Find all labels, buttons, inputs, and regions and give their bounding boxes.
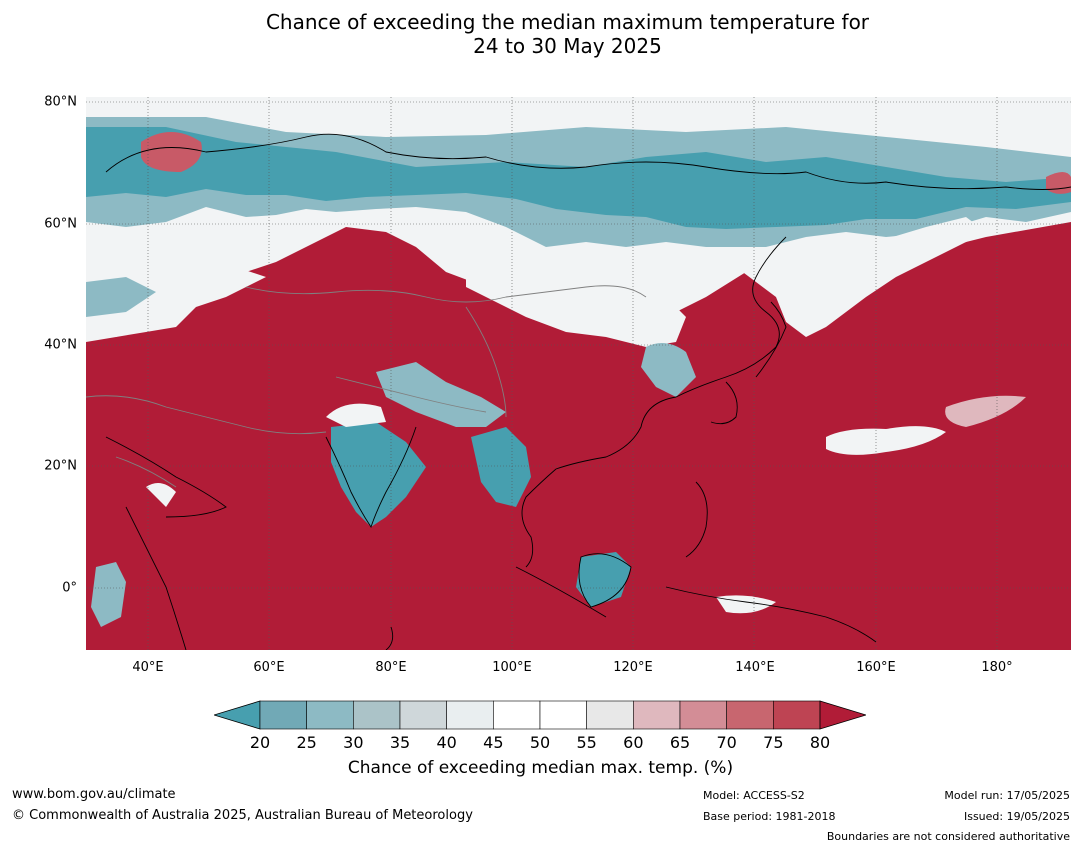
footer-boundaries: Boundaries are not considered authoritat… [826,830,1070,843]
lat-label-20n: 20°N [44,458,77,474]
colorbar-low-extend [212,700,261,730]
india-cool [331,422,426,527]
colorbar-tick-label: 80 [809,733,831,752]
far-east-warm-patch [1046,172,1071,194]
colorbar-tick-label: 20 [249,733,271,752]
title-line-2: 24 to 30 May 2025 [473,34,662,58]
lat-label-80n: 80°N [44,94,77,110]
arabia-neutral [146,483,176,507]
colorbar-swatch [679,700,727,730]
title-line-1: Chance of exceeding the median maximum t… [265,10,870,34]
map-title: Chance of exceeding the median maximum t… [0,10,1081,58]
colorbar-swatch [399,700,447,730]
colorbar-tick-label: 70 [716,733,737,752]
lat-label-0: 0° [62,580,77,596]
map-canvas[interactable] [86,97,1071,650]
lon-label-60e: 60°E [253,660,285,675]
central-asia-neutral [86,267,266,337]
footer-base-period: Base period: 1981-2018 [703,810,836,823]
lat-label-60n: 60°N [44,216,77,232]
coastlines [105,133,1071,650]
manchuria-cool [641,343,696,397]
colorbar-swatch [306,700,354,730]
lon-label-80e: 80°E [375,660,407,675]
lon-label-100e: 100°E [492,660,532,675]
colorbar-swatch [726,700,774,730]
colorbar-tick-label: 25 [296,733,317,752]
country-boundaries [86,285,647,488]
footer-issued: Issued: 19/05/2025 [963,810,1070,823]
colorbar-tick-label: 30 [343,733,364,752]
colorbar-tick-label: 55 [576,733,597,752]
pacific-neutral-plume [736,217,986,337]
indochina-cool [471,427,531,507]
siberia-warm-patch [141,132,202,172]
lon-label-140e: 140°E [735,660,775,675]
east-africa-cool [91,562,126,627]
colorbar-swatch [259,700,307,730]
map-panel[interactable] [86,97,1071,650]
colorbar [212,700,868,760]
northern-cool-core [86,127,1071,229]
lon-label-160e: 160°E [856,660,896,675]
pacific-streak-2 [945,395,1026,427]
footer-model-run: Model run: 17/05/2025 [944,789,1070,802]
colorbar-swatch [353,700,401,730]
footer-copyright: © Commonwealth of Australia 2025, Austra… [12,808,473,823]
lon-label-180: 180° [981,660,1013,675]
colorbar-high-extend [819,700,868,730]
colorbar-swatch [493,700,541,730]
colorbar-tick-label: 50 [529,733,551,752]
footer-model: Model: ACCESS-S2 [703,789,805,802]
colorbar-swatch [446,700,494,730]
colorbar-tick-label: 75 [763,733,784,752]
colorbar-swatch [539,700,587,730]
colorbar-swatch [773,700,821,730]
colorbar-tick-label: 35 [389,733,411,752]
colorbar-label: Chance of exceeding median max. temp. (%… [347,758,734,778]
colorbar-tick-label: 60 [623,733,644,752]
pacific-streak-1 [826,426,946,455]
lon-label-40e: 40°E [132,660,164,675]
colorbar-tick-label: 45 [483,733,504,752]
mongolia-neutral [466,257,686,347]
colorbar-swatch [586,700,634,730]
india-neutral [326,403,386,427]
colorbar-swatches [212,700,868,730]
lon-label-120e: 120°E [613,660,653,675]
colorbar-swatch [633,700,681,730]
colorbar-tick-label: 65 [669,733,691,752]
graticule [86,97,1071,650]
colorbar-tick-label: 40 [436,733,457,752]
tibet-cool [376,362,506,427]
footer-url[interactable]: www.bom.gov.au/climate [12,787,176,802]
caspian-cool [86,277,156,317]
lat-label-40n: 40°N [44,337,77,353]
